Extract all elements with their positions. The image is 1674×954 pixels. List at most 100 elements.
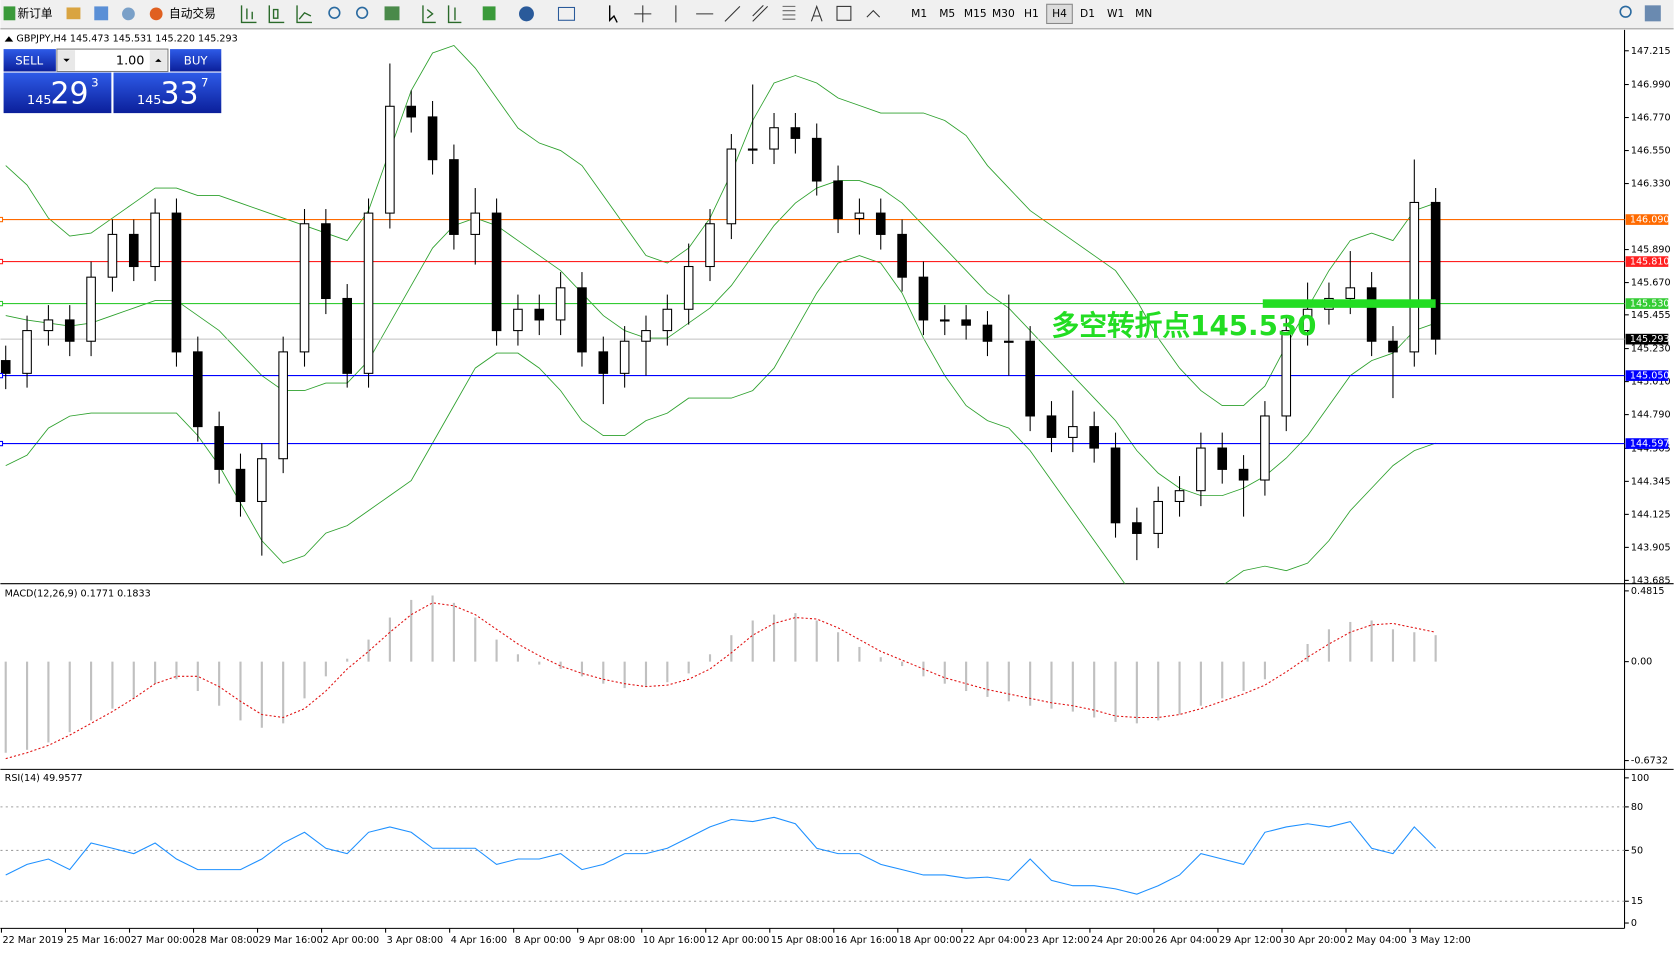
macd-bar bbox=[1391, 629, 1395, 662]
macd-bar bbox=[879, 657, 882, 662]
macd-bar bbox=[303, 661, 306, 699]
y-tick-label: 0.00 bbox=[1631, 657, 1652, 668]
pivot-marker bbox=[1262, 299, 1436, 308]
x-tick-label: 12 Apr 00:00 bbox=[707, 935, 770, 946]
macd-signal bbox=[5, 602, 1436, 760]
text-icon[interactable] bbox=[810, 4, 823, 22]
macd-bar bbox=[1327, 629, 1331, 662]
candle-body bbox=[534, 308, 545, 321]
macd-bar bbox=[516, 654, 519, 662]
active-timeframe[interactable] bbox=[1046, 3, 1073, 25]
plot-area bbox=[4, 595, 1437, 760]
bollinger-upper bbox=[5, 45, 1436, 407]
ask-fraction[interactable]: 7 bbox=[201, 76, 208, 90]
candle-body bbox=[747, 148, 758, 151]
timeframe-button[interactable]: H4 bbox=[1052, 7, 1067, 20]
candle-body bbox=[875, 212, 886, 235]
x-tick-label: 26 Apr 04:00 bbox=[1155, 935, 1218, 946]
candle-body bbox=[1025, 340, 1035, 417]
chart-shift-icon[interactable] bbox=[447, 5, 462, 24]
timeframe-button[interactable]: MN bbox=[1135, 7, 1152, 20]
new-order-button[interactable]: 新订单 bbox=[17, 6, 52, 20]
collapse-arrow[interactable] bbox=[4, 36, 14, 42]
community-icon[interactable] bbox=[1644, 5, 1661, 22]
bid-big[interactable]: 145 bbox=[27, 93, 51, 108]
ask-box[interactable] bbox=[113, 72, 222, 114]
candle-body bbox=[683, 265, 694, 310]
x-tick-label: 29 Apr 12:00 bbox=[1219, 935, 1282, 946]
indicators-icon[interactable] bbox=[482, 6, 496, 21]
candle-body bbox=[1153, 500, 1164, 534]
lots-up-arrow[interactable] bbox=[155, 58, 162, 62]
candle-body bbox=[86, 276, 96, 342]
macd-bar bbox=[986, 661, 989, 697]
channel-icon[interactable] bbox=[752, 4, 769, 22]
zoom-in-icon[interactable] bbox=[328, 6, 341, 19]
timeframe-button[interactable]: M15 bbox=[964, 7, 987, 20]
y-tick-label: 100 bbox=[1631, 773, 1649, 784]
label-icon[interactable] bbox=[836, 5, 852, 21]
timeframe-button[interactable]: H1 bbox=[1024, 7, 1039, 20]
lots-value[interactable]: 1.00 bbox=[116, 53, 144, 68]
sell-button[interactable] bbox=[3, 49, 56, 72]
timeframe-button[interactable]: M30 bbox=[992, 7, 1015, 20]
new-order-icon[interactable] bbox=[3, 6, 16, 21]
bid-fraction[interactable]: 3 bbox=[91, 76, 98, 90]
periods-icon[interactable] bbox=[519, 6, 534, 22]
macd-bar bbox=[1263, 661, 1266, 680]
templates-icon[interactable] bbox=[557, 6, 576, 21]
buy-button[interactable] bbox=[170, 49, 222, 72]
ask-pips[interactable]: 33 bbox=[160, 76, 198, 111]
candle-body bbox=[982, 324, 993, 342]
level-marker bbox=[0, 372, 4, 379]
time-axis: 22 Mar 2019 25 Mar 16:00 27 Mar 00:00 28 Ma… bbox=[0, 928, 1471, 946]
icon[interactable] bbox=[94, 6, 109, 21]
x-tick-label: 27 Mar 00:00 bbox=[131, 935, 195, 946]
candle-chart-icon[interactable] bbox=[268, 5, 285, 24]
bid-pips[interactable]: 29 bbox=[51, 76, 89, 111]
sell-label[interactable]: SELL bbox=[15, 53, 43, 67]
timeframe-button[interactable]: D1 bbox=[1080, 7, 1095, 20]
macd-bar bbox=[666, 661, 669, 683]
autoscroll-icon[interactable] bbox=[422, 5, 436, 24]
search-icon[interactable] bbox=[1619, 5, 1632, 18]
macd-bar bbox=[1199, 661, 1202, 706]
macd-bar bbox=[1413, 632, 1416, 662]
bar-chart-icon[interactable] bbox=[240, 5, 257, 24]
lots-down-arrow[interactable] bbox=[63, 58, 70, 62]
timeframe-button[interactable]: M5 bbox=[939, 7, 955, 20]
candle-body bbox=[641, 330, 651, 342]
arrows-icon[interactable] bbox=[866, 9, 881, 18]
trendline-icon[interactable] bbox=[724, 6, 741, 22]
auto-trading-button[interactable]: 自动交易 bbox=[169, 6, 216, 20]
cursor-icon[interactable] bbox=[609, 5, 618, 23]
fibo-icon[interactable] bbox=[782, 5, 796, 20]
icon[interactable] bbox=[66, 7, 81, 20]
zoom-out-icon[interactable] bbox=[355, 6, 369, 19]
timeframe-button[interactable]: W1 bbox=[1107, 7, 1124, 20]
tile-icon[interactable] bbox=[384, 6, 400, 21]
candle-body bbox=[1132, 522, 1142, 534]
lots-field[interactable] bbox=[56, 48, 169, 73]
candle-body bbox=[470, 212, 481, 235]
icon[interactable] bbox=[122, 7, 135, 21]
x-tick-label: 30 Apr 20:00 bbox=[1283, 935, 1346, 946]
annotation: 多空转折点145.530 bbox=[1051, 309, 1316, 342]
macd-bar bbox=[751, 620, 754, 662]
rsi-panel: 100 80 50 15 0 bbox=[0, 773, 1649, 929]
timeframe-button[interactable]: M1 bbox=[911, 7, 927, 20]
line-chart-icon[interactable] bbox=[296, 5, 312, 24]
buy-label[interactable]: BUY bbox=[184, 53, 209, 67]
crosshair-icon[interactable] bbox=[634, 5, 652, 23]
bid-box[interactable] bbox=[3, 72, 112, 114]
y-tick-label: 146.990 bbox=[1631, 80, 1671, 91]
ask-big[interactable]: 145 bbox=[137, 93, 161, 108]
candle-body bbox=[1217, 447, 1228, 470]
macd-bar bbox=[1050, 661, 1053, 709]
auto-trading-icon[interactable] bbox=[149, 7, 163, 21]
candle-body bbox=[64, 319, 75, 342]
macd-bar bbox=[90, 661, 93, 721]
candle-body bbox=[128, 233, 139, 268]
